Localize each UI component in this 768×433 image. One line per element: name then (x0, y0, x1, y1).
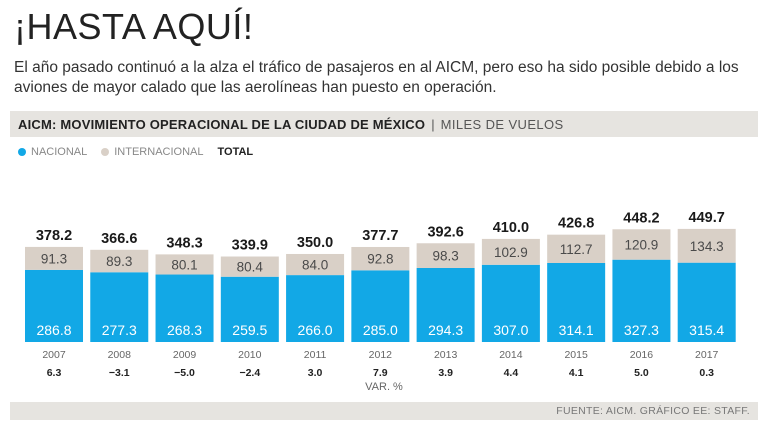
internacional-label-2010: 80.4 (237, 260, 264, 275)
chart-area: 378.2 91.3 286.8 2007 6.3 366.6 89.3 277.3 2008 −… (0, 160, 768, 400)
nacional-label-2009: 268.3 (167, 322, 202, 338)
bar-nacional-2016 (612, 259, 671, 342)
x-tick-2014: 2014 (499, 349, 523, 361)
x-tick-2011: 2011 (304, 349, 327, 361)
x-tick-2012: 2012 (369, 349, 393, 361)
x-tick-2009: 2009 (173, 349, 197, 361)
x-tick-2016: 2016 (630, 349, 654, 361)
var-pct-2015: 4.1 (569, 367, 584, 379)
internacional-label-2012: 92.8 (367, 252, 393, 267)
total-label-2014: 410.0 (493, 220, 529, 236)
legend-label-nacional: NACIONAL (31, 146, 88, 158)
var-pct-2013: 3.9 (438, 367, 453, 379)
x-tick-2007: 2007 (42, 349, 66, 361)
x-tick-2010: 2010 (238, 349, 262, 361)
internacional-label-2011: 84.0 (302, 258, 328, 273)
stacked-bar-chart: 378.2 91.3 286.8 2007 6.3 366.6 89.3 277.3 2008 −… (25, 210, 736, 379)
internacional-label-2016: 120.9 (625, 237, 659, 252)
nacional-label-2017: 315.4 (689, 322, 724, 338)
legend-item-total: TOTAL (217, 146, 254, 158)
bar-internacional-2015 (547, 234, 606, 264)
intro-text: El año pasado continuó a la alza el tráf… (14, 59, 739, 96)
nacional-label-2010: 259.5 (232, 322, 267, 338)
nacional-label-2012: 285.0 (363, 322, 398, 338)
var-pct-2011: 3.0 (308, 367, 323, 379)
bar-nacional-2009 (155, 274, 214, 342)
legend-swatch-internacional (101, 148, 110, 156)
footer-bar: FUENTE: AICM. GRÁFICO EE: STAFF. (10, 402, 758, 420)
internacional-label-2017: 134.3 (690, 239, 724, 254)
bar-internacional-2007 (25, 246, 83, 270)
total-label-2015: 426.8 (558, 216, 594, 232)
chart-title: AICM: MOVIMIENTO OPERACIONAL DE LA CIUDA… (18, 116, 426, 132)
total-label-2016: 448.2 (623, 210, 659, 226)
total-label-2013: 392.6 (427, 224, 463, 240)
nacional-label-2014: 307.0 (493, 322, 528, 338)
legend-label-internacional: INTERNACIONAL (114, 146, 204, 158)
bar-internacional-2012 (351, 246, 410, 271)
x-tick-2015: 2015 (564, 349, 588, 361)
bar-nacional-2013 (416, 267, 475, 342)
var-pct-2012: 7.9 (373, 367, 388, 379)
internacional-label-2015: 112.7 (560, 242, 593, 257)
internacional-label-2007: 91.3 (41, 251, 67, 266)
total-label-2008: 366.6 (101, 231, 137, 247)
nacional-label-2013: 294.3 (428, 322, 463, 338)
var-pct-label: VAR. % (365, 381, 403, 393)
legend-swatch-nacional (18, 148, 26, 156)
var-pct-2017: 0.3 (699, 367, 714, 379)
var-pct-2008: −3.1 (109, 367, 130, 379)
x-tick-2017: 2017 (695, 349, 719, 361)
bar-internacional-2010 (220, 256, 279, 277)
internacional-label-2014: 102.9 (494, 245, 528, 260)
nacional-label-2007: 286.8 (36, 322, 71, 338)
bar-nacional-2010 (220, 276, 279, 342)
bar-internacional-2014 (481, 238, 540, 265)
legend-item-internacional: INTERNACIONAL (101, 146, 204, 158)
bar-nacional-2014 (481, 264, 540, 342)
title-separator: | (431, 116, 435, 132)
nacional-label-2015: 314.1 (559, 322, 594, 338)
nacional-label-2011: 266.0 (298, 322, 333, 338)
bar-internacional-2008 (90, 249, 149, 273)
var-pct-2014: 4.4 (504, 367, 519, 379)
bar-internacional-2011 (286, 253, 345, 276)
nacional-label-2008: 277.3 (102, 322, 137, 338)
total-label-2010: 339.9 (232, 238, 268, 254)
total-label-2017: 449.7 (689, 210, 725, 226)
total-label-2012: 377.7 (362, 228, 398, 244)
internacional-label-2013: 98.3 (432, 249, 458, 264)
nacional-label-2016: 327.3 (624, 322, 659, 338)
internacional-label-2009: 80.1 (171, 257, 197, 272)
internacional-label-2008: 89.3 (106, 254, 132, 269)
bar-nacional-2017 (677, 262, 736, 342)
var-pct-2007: 6.3 (47, 367, 62, 379)
headline: ¡HASTA AQUÍ! (14, 6, 254, 47)
var-pct-2010: −2.4 (239, 367, 260, 379)
chart-unit: MILES DE VUELOS (440, 116, 564, 132)
bar-nacional-2008 (90, 272, 149, 342)
bar-nacional-2015 (547, 263, 606, 342)
bar-nacional-2012 (351, 270, 410, 342)
chart-title-bar: AICM: MOVIMIENTO OPERACIONAL DE LA CIUDA… (10, 111, 758, 137)
bar-nacional-2011 (286, 275, 345, 342)
bar-internacional-2016 (612, 229, 671, 260)
total-label-2009: 348.3 (166, 235, 202, 251)
total-label-2011: 350.0 (297, 235, 333, 251)
source-credit: FUENTE: AICM. GRÁFICO EE: STAFF. (556, 405, 750, 417)
var-pct-2016: 5.0 (634, 367, 649, 379)
x-tick-2013: 2013 (434, 349, 458, 361)
bar-internacional-2009 (155, 254, 214, 275)
legend-item-nacional: NACIONAL (18, 146, 87, 158)
bar-nacional-2007 (25, 269, 83, 342)
total-label-2007: 378.2 (36, 228, 72, 244)
x-tick-2008: 2008 (108, 349, 132, 361)
bar-internacional-2013 (416, 243, 475, 268)
chart-legend: NACIONAL INTERNACIONAL TOTAL (18, 146, 267, 158)
bar-internacional-2017 (677, 228, 736, 263)
var-pct-2009: −5.0 (174, 367, 195, 379)
